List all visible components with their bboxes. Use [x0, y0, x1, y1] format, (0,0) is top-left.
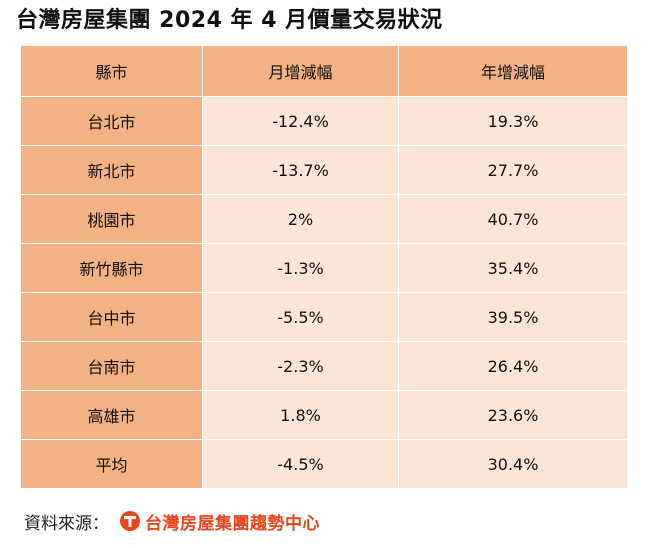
- monthly-change-cell: -1.3%: [202, 243, 399, 293]
- source-logo: 台灣房屋集團趨勢中心: [119, 509, 320, 534]
- city-cell: 台中市: [20, 292, 203, 342]
- table-row-average: 平均 -4.5% 30.4%: [20, 439, 628, 489]
- table-row: 新北市 -13.7% 27.7%: [20, 145, 628, 195]
- yearly-change-cell: 26.4%: [398, 341, 628, 391]
- source-label: 資料來源：: [24, 513, 109, 534]
- column-header-yearly-change: 年增減幅: [398, 45, 628, 97]
- city-cell: 平均: [20, 439, 203, 489]
- monthly-change-cell: 2%: [202, 194, 399, 244]
- yearly-change-cell: 39.5%: [398, 292, 628, 342]
- monthly-change-cell: -13.7%: [202, 145, 399, 195]
- monthly-change-cell: 1.8%: [202, 390, 399, 440]
- page-title: 台灣房屋集團 2024 年 4 月價量交易狀況: [16, 8, 443, 33]
- monthly-change-cell: -4.5%: [202, 439, 399, 489]
- table-header-row: 縣市 月增減幅 年增減幅: [20, 45, 628, 97]
- taiwan-realty-logo-icon: [120, 511, 140, 531]
- table-row: 台北市 -12.4% 19.3%: [20, 96, 628, 146]
- yearly-change-cell: 27.7%: [398, 145, 628, 195]
- table-row: 台南市 -2.3% 26.4%: [20, 341, 628, 391]
- city-cell: 台南市: [20, 341, 203, 391]
- city-cell: 新竹縣市: [20, 243, 203, 293]
- column-header-monthly-change: 月增減幅: [202, 45, 399, 97]
- column-header-city: 縣市: [20, 45, 203, 97]
- table-row: 桃園市 2% 40.7%: [20, 194, 628, 244]
- yearly-change-cell: 35.4%: [398, 243, 628, 293]
- monthly-change-cell: -5.5%: [202, 292, 399, 342]
- yearly-change-cell: 40.7%: [398, 194, 628, 244]
- yearly-change-cell: 30.4%: [398, 439, 628, 489]
- table-row: 高雄市 1.8% 23.6%: [20, 390, 628, 440]
- city-cell: 桃園市: [20, 194, 203, 244]
- table-row: 台中市 -5.5% 39.5%: [20, 292, 628, 342]
- source-credit: 資料來源： 台灣房屋集團趨勢中心: [24, 505, 320, 537]
- yearly-change-cell: 23.6%: [398, 390, 628, 440]
- monthly-change-cell: -2.3%: [202, 341, 399, 391]
- source-logo-text: 台灣房屋集團趨勢中心: [145, 513, 320, 534]
- monthly-change-cell: -12.4%: [202, 96, 399, 146]
- yearly-change-cell: 19.3%: [398, 96, 628, 146]
- city-cell: 新北市: [20, 145, 203, 195]
- table-row: 新竹縣市 -1.3% 35.4%: [20, 243, 628, 293]
- city-cell: 台北市: [20, 96, 203, 146]
- city-cell: 高雄市: [20, 390, 203, 440]
- price-volume-table: 縣市 月增減幅 年增減幅 台北市 -12.4% 19.3% 新北市 -13.7%…: [20, 45, 628, 489]
